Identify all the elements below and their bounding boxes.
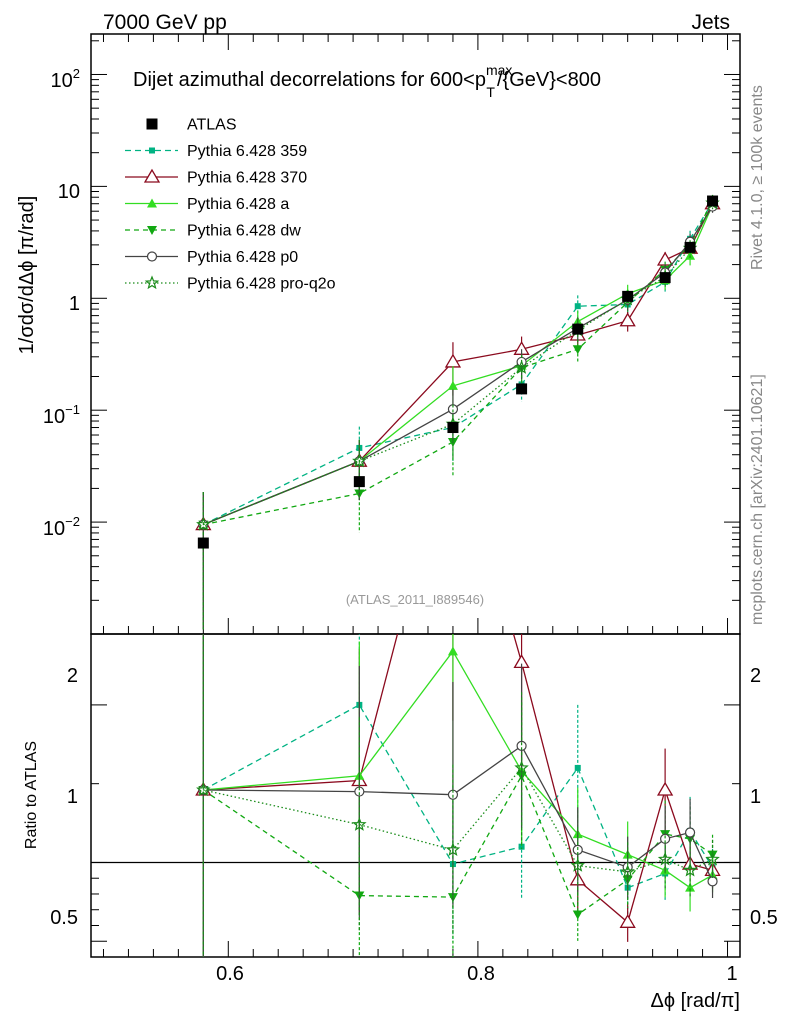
y-tick-label-10: 10 [58, 181, 80, 203]
legend-entry-0: ATLAS [146, 117, 237, 134]
legend-entry-5: Pythia 6.428 p0 [125, 249, 298, 266]
legend-label: Pythia 6.428 pro-q2o [187, 276, 336, 293]
y-tick-label-0.01: 10−2 [43, 514, 80, 540]
atlas-data-point [447, 422, 459, 434]
ratio-series-4 [198, 634, 718, 957]
ratio-point [352, 817, 367, 831]
chart-title: Dijet azimuthal decorrelations for 600<p… [133, 62, 601, 100]
legend-entry-1: Pythia 6.428 359 [125, 143, 307, 160]
legend-swatch-marker [149, 147, 155, 154]
legend-swatch-marker [143, 168, 161, 183]
legend-entry-3: Pythia 6.428 a [125, 196, 289, 213]
ratio-tick-label-1: 1 [67, 786, 78, 808]
ratio-tick-label-0.5-right: 0.5 [750, 907, 778, 929]
ratio-point [516, 740, 527, 751]
ratio-point [657, 851, 673, 866]
legend: ATLAS Pythia 6.428 359 Pythia 6.428 370 Pyt… [125, 117, 336, 293]
x-tick-label-0.8: 0.8 [467, 963, 495, 985]
y-tick-label-100: 102 [51, 66, 80, 92]
ratio-point [354, 786, 365, 797]
ratio-point [705, 851, 720, 866]
ratio-tick-label-1-right: 1 [750, 786, 761, 808]
series-point [619, 312, 636, 327]
ratio-point [518, 843, 525, 850]
atlas-data-point [707, 195, 719, 207]
legend-label: Pythia 6.428 a [187, 196, 289, 213]
ratio-point [620, 864, 635, 879]
header-energy-label: 7000 GeV pp [103, 11, 227, 34]
series-point [447, 380, 458, 390]
ratio-point [572, 910, 583, 920]
legend-label: Pythia 6.428 p0 [187, 249, 298, 266]
legend-label: ATLAS [187, 117, 237, 134]
ratio-series-5 [196, 634, 720, 957]
x-tick-label-0.6: 0.6 [216, 963, 244, 985]
legend-entry-6: Pythia 6.428 pro-q2o [125, 275, 336, 293]
series-line [203, 202, 714, 526]
series-point [572, 345, 583, 355]
axis-ticks [91, 34, 740, 957]
series-point [514, 359, 529, 374]
atlas-data-point [353, 476, 365, 488]
ratio-point [445, 842, 461, 857]
legend-entry-4: Pythia 6.428 dw [125, 223, 301, 240]
x-tick-label-1: 1 [726, 963, 737, 985]
atlas-data-point [197, 537, 209, 549]
ratio-point [685, 882, 696, 892]
ratio-point [656, 781, 674, 796]
y-tick-label-0.1: 10−1 [43, 402, 80, 428]
ratio-series-line [203, 766, 713, 873]
legend-label: Pythia 6.428 359 [187, 143, 307, 160]
ratio-tick-label-2-right: 2 [750, 665, 761, 687]
atlas-data-point [659, 272, 671, 284]
series-point [574, 303, 581, 310]
ratio-series-line [203, 650, 713, 889]
ratio-tick-label-0.5: 0.5 [50, 907, 78, 929]
ratio-series-3 [198, 634, 718, 957]
atlas-data [197, 195, 719, 549]
y-tick-label-1: 1 [69, 293, 80, 315]
ratio-point [447, 646, 458, 656]
atlas-data-point [684, 241, 696, 253]
header-category-label: Jets [691, 11, 730, 34]
ratio-series-line [202, 704, 714, 889]
ratio-series-1 [195, 634, 721, 957]
ratio-point [682, 862, 698, 877]
main-series [195, 194, 721, 630]
atlas-data-point [516, 383, 528, 395]
analysis-id-watermark: (ATLAS_2011_I889546) [346, 592, 484, 607]
ratio-point [707, 876, 718, 887]
legend-swatch-marker [146, 251, 158, 262]
ratio-point [684, 827, 696, 838]
ratio-y-axis-label: Ratio to ATLAS [23, 741, 40, 849]
legend-entry-2: Pythia 6.428 370 [125, 168, 307, 187]
ratio-point [619, 914, 636, 928]
legend-label: Pythia 6.428 370 [187, 170, 307, 187]
ratio-point [574, 764, 581, 771]
ratio-tick-label-2: 2 [67, 665, 78, 687]
series-point [196, 516, 211, 531]
x-axis-label: Δϕ [rad/π] [651, 990, 741, 1012]
legend-swatch-marker [144, 275, 160, 290]
ratio-point [196, 782, 211, 797]
ratio-point [570, 857, 586, 872]
y-axis-label: 1/σdσ/dΔϕ [π/rad] [16, 196, 38, 355]
mcplots-reference-label: mcplots.cern.ch [arXiv:2401.10621] [749, 374, 766, 625]
legend-swatch-marker [147, 198, 157, 208]
ratio-series-2 [198, 634, 718, 957]
ratio-series [195, 634, 721, 957]
ratio-series-line [203, 634, 713, 924]
legend-swatch-marker [147, 226, 157, 235]
ratio-plot-frame [90, 633, 741, 958]
atlas-data-point [572, 323, 584, 335]
legend-swatch-marker [146, 118, 158, 130]
rivet-version-label: Rivet 4.1.0, ≥ 100k events [749, 85, 766, 270]
legend-label: Pythia 6.428 dw [187, 223, 301, 240]
ratio-point [514, 760, 529, 775]
ratio-series-line [203, 744, 714, 882]
series-point [352, 453, 367, 468]
atlas-data-point [622, 290, 634, 302]
